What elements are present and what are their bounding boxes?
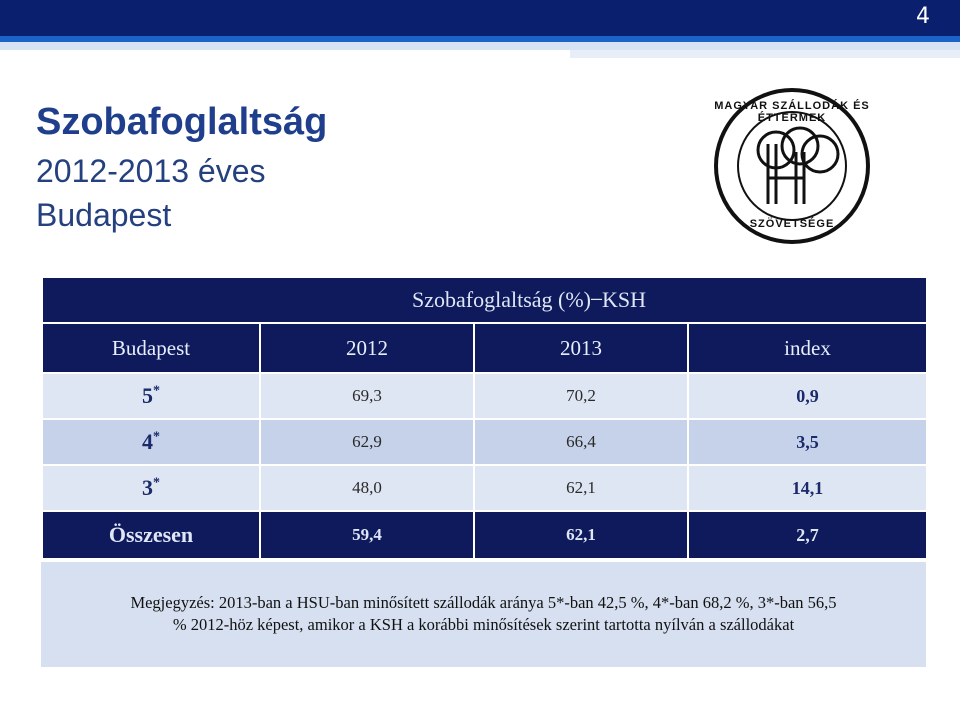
table-row: 4* 62,9 66,4 3,5 — [41, 418, 929, 466]
row-label-3-star: 3* — [41, 464, 261, 512]
column-header-index: index — [686, 322, 929, 374]
page-title: Szobafoglaltság — [36, 101, 328, 143]
column-header-2012: 2012 — [259, 322, 475, 374]
star-mark: * — [153, 475, 160, 491]
note-box: Megjegyzés: 2013-ban a HSU-ban minősítet… — [41, 562, 926, 667]
occupancy-table: Szobafoglaltság (%) ̶ KSH Budapest 2012 … — [40, 276, 929, 560]
star-rating-value: 4 — [142, 429, 153, 454]
cell-2013: 70,2 — [473, 372, 689, 420]
hotel-association-logo: MAGYAR SZÁLLODÁK ÉS ÉTTERMEK SZÖVETSÉGE — [712, 86, 872, 246]
table-total-row: Összesen 59,4 62,1 2,7 — [41, 510, 929, 560]
cell-2013: 62,1 — [473, 464, 689, 512]
row-label-total: Összesen — [41, 510, 261, 560]
cell-index: 14,1 — [686, 464, 929, 512]
table-row: 3* 48,0 62,1 14,1 — [41, 464, 929, 512]
star-mark: * — [153, 429, 160, 445]
table-header-row: Budapest 2012 2013 index — [41, 322, 929, 374]
page-subtitle-city: Budapest — [36, 197, 172, 233]
note-text: Megjegyzés: 2013-ban a HSU-ban minősítet… — [130, 593, 837, 634]
cell-2013: 62,1 — [473, 510, 689, 560]
page-subtitle-years: 2012-2013 éves — [36, 153, 266, 189]
cell-2012: 62,9 — [259, 418, 475, 466]
cell-2012: 48,0 — [259, 464, 475, 512]
star-rating-value: 5 — [142, 383, 153, 408]
column-header-2013: 2013 — [473, 322, 689, 374]
row-label-4-star: 4* — [41, 418, 261, 466]
logo-text-top: MAGYAR SZÁLLODÁK ÉS ÉTTERMEK — [714, 100, 870, 124]
cell-2012: 69,3 — [259, 372, 475, 420]
header-accent-band — [0, 36, 960, 42]
cell-index: 2,7 — [686, 510, 929, 560]
cell-index: 0,9 — [686, 372, 929, 420]
table-caption-row: Szobafoglaltság (%) ̶ KSH — [40, 276, 929, 324]
row-label-5-star: 5* — [41, 372, 261, 420]
page-number: 4 — [916, 4, 930, 29]
table-caption: Szobafoglaltság (%) ̶ KSH — [40, 276, 929, 324]
star-rating-value: 3 — [142, 475, 153, 500]
table-row: 5* 69,3 70,2 0,9 — [41, 372, 929, 420]
cell-2012: 59,4 — [259, 510, 475, 560]
column-header-city: Budapest — [41, 322, 261, 374]
header-band — [0, 0, 960, 36]
header-light-band-right — [570, 50, 960, 58]
header-light-band — [0, 42, 960, 50]
logo-text-bottom: SZÖVETSÉGE — [749, 218, 835, 230]
cell-index: 3,5 — [686, 418, 929, 466]
cell-2013: 66,4 — [473, 418, 689, 466]
star-mark: * — [153, 383, 160, 399]
logo-emblem-icon — [714, 88, 870, 244]
